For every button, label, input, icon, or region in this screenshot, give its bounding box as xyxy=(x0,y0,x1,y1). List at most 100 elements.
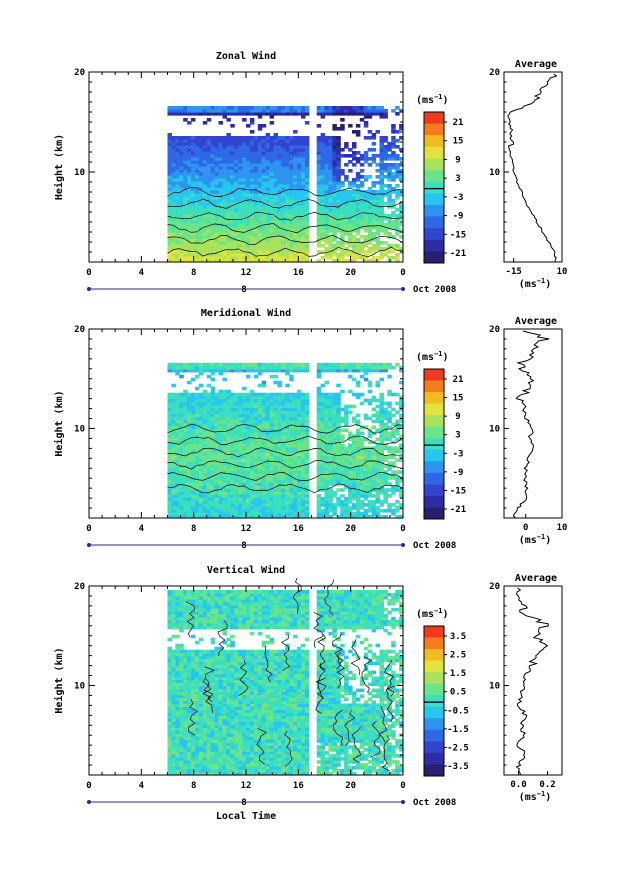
colorbar-swatch xyxy=(424,741,444,754)
colorbar-tick-label: 2.5 xyxy=(450,651,466,661)
date-label: Oct 2008 xyxy=(413,798,456,808)
colorbar-swatch xyxy=(424,764,444,777)
average-profile: Average 10 20 0 10 (ms−1) xyxy=(489,316,567,546)
colorbar-swatch xyxy=(424,112,444,125)
colorbar-swatch xyxy=(424,637,444,650)
y-axis-label: Height (km) xyxy=(53,134,65,200)
y-tick-label: 20 xyxy=(74,582,85,592)
colorbar-swatch xyxy=(424,170,444,183)
date-axis-start xyxy=(87,287,91,291)
x-tick-label: 0 xyxy=(86,268,91,278)
colorbar-swatch xyxy=(424,626,444,638)
colorbar-tick-label: 15 xyxy=(453,394,464,404)
contour-lines xyxy=(167,423,404,494)
profile-xlabel-close: ) xyxy=(545,535,551,546)
x-tick-label: 16 xyxy=(293,268,304,278)
colorbar-tick-label: 9 xyxy=(455,412,460,422)
colorbar-frame xyxy=(423,625,445,777)
x-tick-label: 8 xyxy=(191,268,196,278)
y-axis-ticks xyxy=(89,328,403,519)
profile-xlabel-exponent: −1 xyxy=(537,533,545,541)
colorbar-swatch xyxy=(424,251,444,264)
profile-line xyxy=(512,330,550,519)
date-marker: 8 xyxy=(241,285,246,295)
colorbar-swatch xyxy=(424,228,444,241)
colorbar-swatch xyxy=(424,649,444,662)
profile-xlabel-text: (ms xyxy=(519,279,537,290)
colorbar: 21 15 9 3 -3 -9 -15 -21 (ms−1) xyxy=(416,350,466,520)
colorbar-swatch xyxy=(424,146,444,159)
colorbar-frame xyxy=(423,368,445,520)
profile-frame xyxy=(503,585,563,776)
colorbar-swatch xyxy=(424,135,444,148)
contour-lines xyxy=(167,186,404,258)
panel-2: Meridional Wind 0 4 8 12 16 20 0 10 20 Height (km)… xyxy=(53,307,567,551)
profile-title: Average xyxy=(515,59,557,70)
date-label: Oct 2008 xyxy=(413,285,456,295)
average-profile: Average 10 20 -15 10 (ms−1) xyxy=(489,59,567,290)
x-tick-label: 16 xyxy=(293,524,304,534)
profile-x-tick-label: 0 xyxy=(523,523,528,533)
colorbar-swatch xyxy=(424,403,444,416)
profile-x-tick-label: -15 xyxy=(506,267,522,277)
colorbar-swatch xyxy=(424,507,444,520)
x-tick-label: 20 xyxy=(345,524,356,534)
y-axis-label: Height (km) xyxy=(53,390,65,456)
x-tick-label: 12 xyxy=(241,781,252,791)
colorbar-tick-label: 1.5 xyxy=(450,669,466,679)
heatmap-cells xyxy=(167,590,404,776)
x-tick-label: 20 xyxy=(345,268,356,278)
date-axis-start xyxy=(87,543,91,547)
chart-title: Zonal Wind xyxy=(216,50,276,62)
profile-xlabel-exponent: −1 xyxy=(537,277,545,285)
x-axis-label: Local Time xyxy=(216,810,276,822)
y-tick-label: 20 xyxy=(74,68,85,78)
colorbar-tick-label: -3 xyxy=(453,193,464,203)
x-tick-label: 0 xyxy=(400,268,405,278)
date-marker: 8 xyxy=(241,798,246,808)
colorbar-swatch xyxy=(424,204,444,217)
colorbar-swatch xyxy=(424,426,444,439)
x-axis-ticks xyxy=(88,586,404,775)
colorbar-tick-label: -21 xyxy=(450,249,466,259)
profile-xlabel-close: ) xyxy=(545,279,551,290)
colorbar-tick-label: -2.5 xyxy=(447,743,469,753)
contour-lines xyxy=(185,577,395,772)
y-tick-label: 20 xyxy=(74,325,85,335)
y-tick-label: 10 xyxy=(74,681,85,691)
date-axis-end xyxy=(401,800,405,804)
colorbar-swatch xyxy=(424,672,444,685)
colorbar-tick-label: 9 xyxy=(455,155,460,165)
average-profile: Average 10 20 0.0 0.2(ms−1) xyxy=(489,573,563,803)
date-marker: 8 xyxy=(241,541,246,551)
colorbar: 3.5 2.5 1.5 0.5 -0.5 -1.5 -2.5 -3.5 (ms−1) xyxy=(416,607,469,777)
colorbar-tick-label: 3.5 xyxy=(450,632,466,642)
profile-x-tick-label: 0.0 xyxy=(510,780,526,790)
heatmap-cells xyxy=(167,106,404,263)
colorbar-tick-label: 0.5 xyxy=(450,688,466,698)
date-axis-end xyxy=(401,543,405,547)
units-text: (ms xyxy=(416,609,434,620)
profile-frame xyxy=(503,71,563,263)
x-tick-label: 20 xyxy=(345,781,356,791)
colorbar-swatch xyxy=(424,181,444,194)
x-tick-label: 16 xyxy=(293,781,304,791)
units-exponent: −1 xyxy=(434,350,442,358)
x-tick-label: 4 xyxy=(139,781,145,791)
y-tick-label: 10 xyxy=(74,424,85,434)
y-tick-label: 10 xyxy=(74,168,85,178)
units-exponent: −1 xyxy=(434,93,442,101)
date-label: Oct 2008 xyxy=(413,541,456,551)
x-tick-label: 0 xyxy=(86,524,91,534)
profile-xlabel-exponent: −1 xyxy=(537,790,545,798)
x-tick-label: 8 xyxy=(191,524,196,534)
colorbar-frame xyxy=(423,111,445,264)
colorbar-swatch xyxy=(424,461,444,474)
profile-line xyxy=(507,73,558,263)
colorbar-swatch xyxy=(424,752,444,765)
profile-y-tick-label: 20 xyxy=(489,325,500,335)
x-tick-label: 0 xyxy=(400,781,405,791)
colorbar-swatch xyxy=(424,380,444,393)
profile-y-tick-label: 10 xyxy=(489,681,500,691)
